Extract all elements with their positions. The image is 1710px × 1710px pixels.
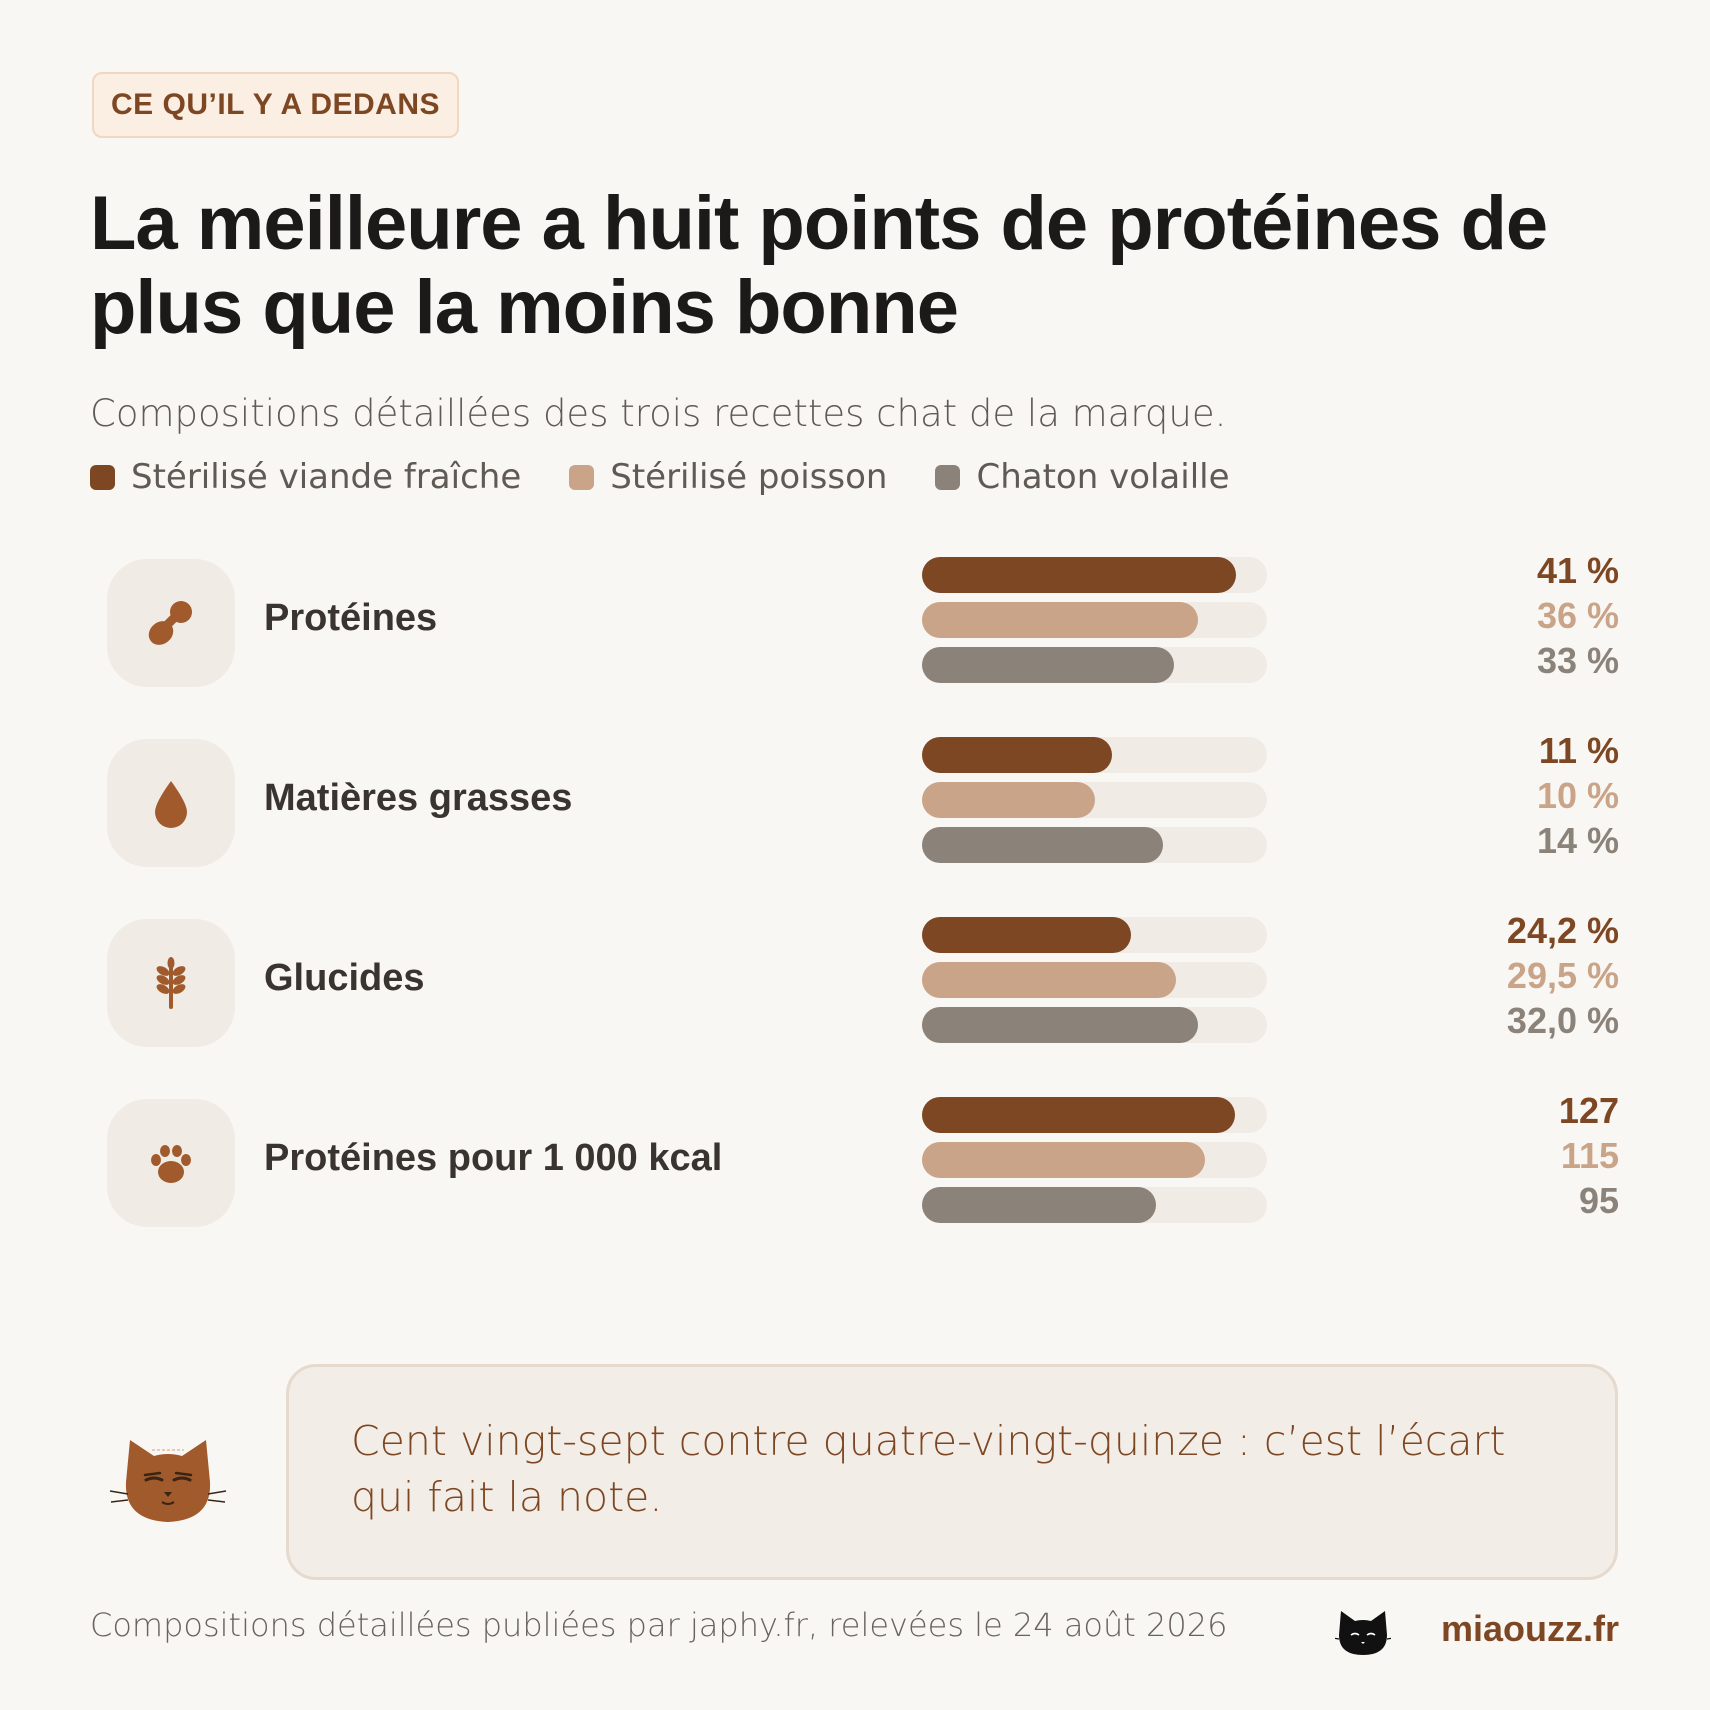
- bar-track: [922, 737, 1267, 773]
- drumstick-icon: [107, 559, 235, 687]
- data-label: 33 %: [1536, 640, 1619, 681]
- bar-track: [922, 782, 1267, 818]
- bar: [922, 557, 1236, 593]
- paw-icon: [107, 1099, 235, 1227]
- bar-track: [922, 1187, 1267, 1223]
- wheat-icon: [107, 919, 235, 1047]
- legend-item-3: Chaton volaille: [935, 457, 1230, 497]
- data-label: 32,0 %: [1506, 1000, 1619, 1041]
- bar: [922, 1007, 1198, 1043]
- legend-label-1: Stérilisé viande fraîche: [131, 457, 522, 497]
- chart-row: Glucides 24,2 % 29,5 % 32,0 %: [0, 907, 1710, 1047]
- bar: [922, 962, 1176, 998]
- bar-track: [922, 1097, 1267, 1133]
- chart-row: Matières grasses 11 % 10 % 14 %: [0, 727, 1710, 867]
- bar-track: [922, 917, 1267, 953]
- legend-swatch-1: [90, 464, 115, 490]
- bar-track: [922, 1007, 1267, 1043]
- bar-track: [922, 962, 1267, 998]
- bar: [922, 827, 1163, 863]
- bar: [922, 1097, 1235, 1133]
- bar: [922, 602, 1198, 638]
- section-tag-label: CE QU’IL Y A DEDANS: [111, 88, 441, 121]
- page-title: La meilleure a huit points de protéines …: [90, 181, 1548, 350]
- legend-label-3: Chaton volaille: [976, 457, 1230, 497]
- bar: [922, 782, 1095, 818]
- chart-row: Protéines pour 1 000 kcal 127 115 95: [0, 1087, 1710, 1227]
- brand-link[interactable]: miaouzz.fr: [1440, 1608, 1619, 1649]
- legend-swatch-3: [935, 464, 961, 490]
- category-label: Matières grasses: [264, 777, 573, 819]
- cat-mascot-icon: [108, 1428, 228, 1532]
- bar: [922, 1187, 1156, 1223]
- legend-item-1: Stérilisé viande fraîche: [90, 457, 521, 497]
- bar-track: [922, 602, 1267, 638]
- data-label: 115: [1560, 1135, 1619, 1176]
- data-label: 14 %: [1536, 820, 1619, 861]
- legend: Stérilisé viande fraîche Stérilisé poiss…: [90, 455, 1278, 499]
- section-tag: CE QU’IL Y A DEDANS: [92, 72, 460, 138]
- data-label: 127: [1558, 1090, 1619, 1131]
- bar-track: [922, 557, 1267, 593]
- drop-icon: [107, 739, 235, 867]
- bar: [922, 1142, 1205, 1178]
- quote-callout: Cent vingt-sept contre quatre-vingt-quin…: [286, 1364, 1618, 1580]
- footer-source: Compositions détaillées publiées par jap…: [90, 1606, 1228, 1644]
- data-label: 36 %: [1536, 595, 1619, 636]
- data-label: 10 %: [1536, 775, 1619, 816]
- data-label: 95: [1578, 1180, 1619, 1221]
- category-label: Protéines: [264, 597, 438, 639]
- page-subtitle: Compositions détaillées des trois recett…: [90, 392, 1227, 435]
- bar: [922, 737, 1112, 773]
- legend-label-2: Stérilisé poisson: [610, 457, 888, 497]
- bar-track: [922, 827, 1267, 863]
- bar: [922, 647, 1174, 683]
- quote-text: Cent vingt-sept contre quatre-vingt-quin…: [351, 1417, 1506, 1521]
- legend-item-2: Stérilisé poisson: [569, 457, 887, 497]
- bar-track: [922, 1142, 1267, 1178]
- data-label: 41 %: [1536, 550, 1619, 591]
- data-label: 24,2 %: [1506, 910, 1619, 951]
- bar-track: [922, 647, 1267, 683]
- bar: [922, 917, 1131, 953]
- chart-row: Protéines 41 % 36 % 33 %: [0, 547, 1710, 687]
- data-label: 29,5 %: [1506, 955, 1619, 996]
- legend-swatch-2: [569, 464, 595, 490]
- black-cat-icon: [1332, 1607, 1394, 1661]
- category-label: Glucides: [264, 957, 425, 999]
- category-label: Protéines pour 1 000 kcal: [264, 1137, 723, 1179]
- data-label: 11 %: [1538, 730, 1619, 771]
